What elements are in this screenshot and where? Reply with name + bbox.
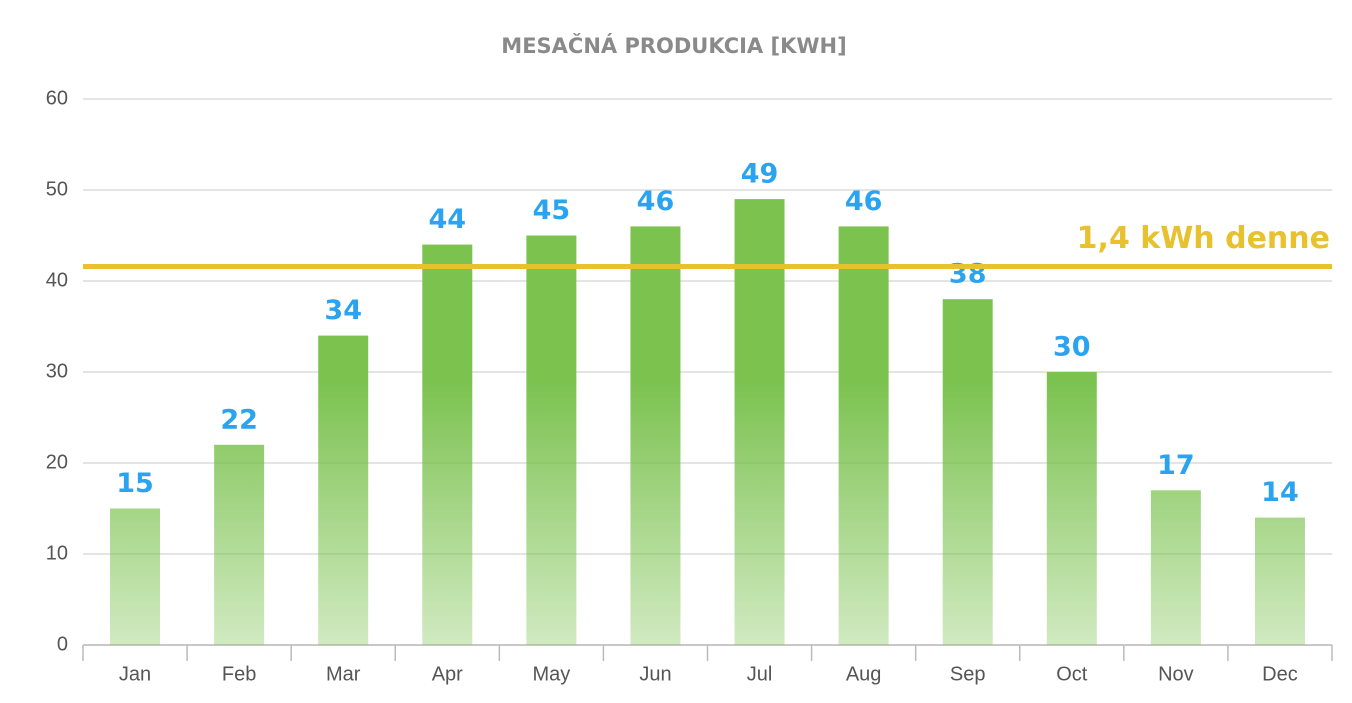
x-tick-label: Apr <box>432 663 463 685</box>
value-label: 49 <box>741 159 779 190</box>
x-tick-label: May <box>532 663 570 685</box>
value-label: 22 <box>220 404 258 435</box>
value-label: 46 <box>637 186 675 217</box>
x-tick-label: Mar <box>326 663 361 685</box>
bar <box>214 444 265 645</box>
x-tick-label: Dec <box>1262 663 1298 685</box>
y-tick-label: 60 <box>46 87 68 109</box>
value-label: 46 <box>845 186 883 217</box>
x-tick-label: Oct <box>1056 663 1088 685</box>
y-tick-label: 10 <box>46 542 68 564</box>
value-label: 30 <box>1053 332 1091 363</box>
bar <box>942 299 993 645</box>
bar <box>1254 517 1305 645</box>
y-tick-label: 20 <box>46 451 68 473</box>
x-tick-label: Nov <box>1158 663 1194 685</box>
x-tick-label: Sep <box>950 663 986 685</box>
x-tick-label: Jun <box>639 663 671 685</box>
y-tick-label: 50 <box>46 178 68 200</box>
bar <box>1046 372 1097 645</box>
bar <box>110 508 161 645</box>
bar <box>1150 490 1201 645</box>
reference-label: 1,4 kWh denne <box>1077 221 1330 256</box>
value-label: 38 <box>949 259 987 290</box>
value-label: 45 <box>533 195 571 226</box>
bar <box>734 199 785 645</box>
bar <box>838 226 889 645</box>
value-label: 17 <box>1157 450 1195 481</box>
bar <box>318 335 369 645</box>
y-tick-label: 0 <box>57 633 68 655</box>
x-tick-label: Feb <box>222 663 256 685</box>
value-label: 34 <box>324 295 362 326</box>
value-label: 14 <box>1261 477 1299 508</box>
bar <box>526 235 577 645</box>
x-tick-label: Jul <box>747 663 773 685</box>
x-tick-label: Jan <box>119 663 151 685</box>
bar <box>630 226 681 645</box>
y-tick-label: 40 <box>46 269 68 291</box>
bar <box>422 244 473 645</box>
value-label: 15 <box>116 468 154 499</box>
chart-title: MESAČNÁ PRODUKCIA [KWH] <box>501 33 846 58</box>
y-tick-label: 30 <box>46 360 68 382</box>
value-label: 44 <box>429 204 467 235</box>
x-tick-label: Aug <box>846 663 882 685</box>
